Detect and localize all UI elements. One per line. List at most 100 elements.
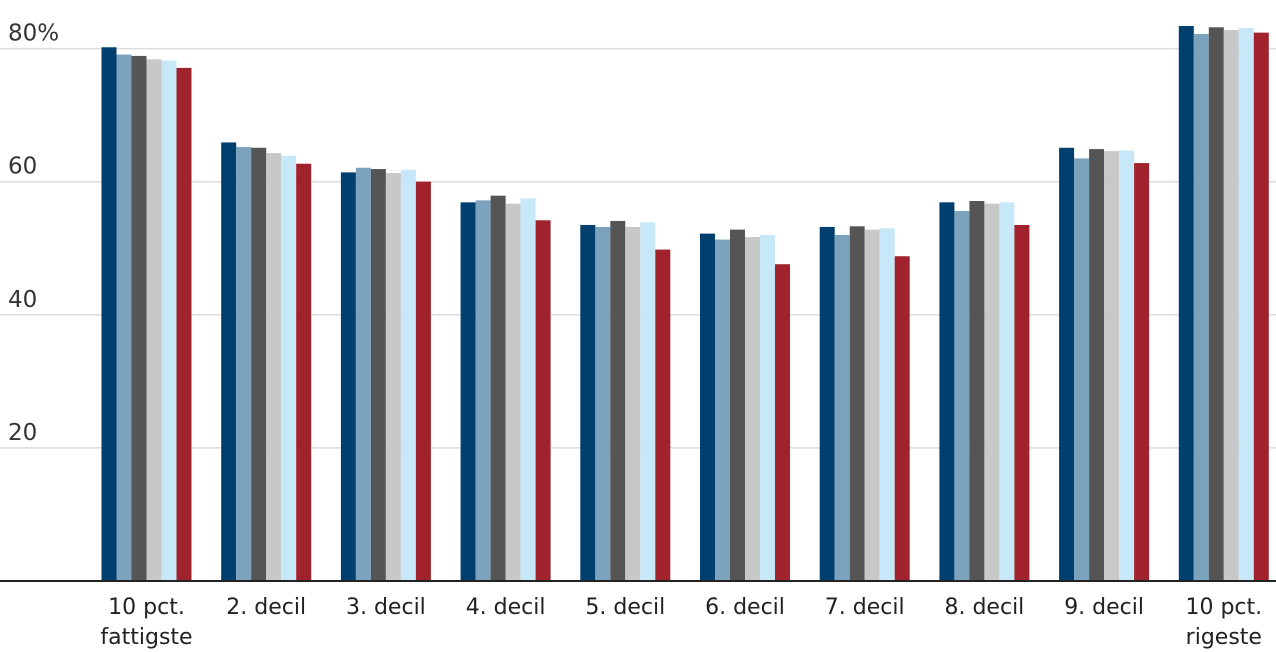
y-tick-label: 20 xyxy=(8,420,37,446)
bar xyxy=(1014,224,1030,581)
x-axis-labels: 10 pct. fattigste 2. decil 3. decil 4. decil… xyxy=(100,595,1262,650)
bar xyxy=(176,67,192,582)
bar xyxy=(1119,150,1135,581)
x-tick-label-line: 5. decil xyxy=(585,595,665,620)
x-tick-label-line: 4. decil xyxy=(466,595,546,620)
x-tick-label: 7. decil xyxy=(825,595,905,620)
bar xyxy=(535,220,551,581)
bar xyxy=(1059,147,1075,581)
bar-group xyxy=(1059,147,1150,582)
bar xyxy=(1193,33,1209,582)
bar xyxy=(760,234,775,581)
bar xyxy=(1238,27,1254,582)
x-tick-label: 9. decil xyxy=(1064,595,1144,620)
bar xyxy=(161,60,177,582)
bar xyxy=(460,202,476,581)
y-tick-label: 40 xyxy=(8,287,37,313)
bar xyxy=(520,198,536,581)
bar xyxy=(879,228,895,581)
bar xyxy=(355,167,371,582)
y-axis-ticks: 20 40 60 80% xyxy=(8,21,59,446)
bar xyxy=(1178,25,1194,581)
bar-group xyxy=(1178,25,1269,582)
bar-group xyxy=(221,142,312,582)
bar xyxy=(490,195,506,581)
x-tick-label-line: 10 pct. xyxy=(108,595,185,620)
bar-group xyxy=(460,195,551,582)
bar xyxy=(505,203,521,581)
bar xyxy=(370,169,386,582)
y-tick-label: 60 xyxy=(8,154,37,180)
bar xyxy=(236,147,252,581)
bar xyxy=(730,229,745,581)
x-tick-label-line: 9. decil xyxy=(1064,595,1144,620)
bar xyxy=(819,226,835,582)
bar xyxy=(146,59,162,582)
bar xyxy=(296,163,312,581)
y-tick-label: 80% xyxy=(8,21,59,47)
bars xyxy=(101,25,1269,582)
x-tick-label: 8. decil xyxy=(944,595,1024,620)
bar xyxy=(221,142,237,582)
bar xyxy=(610,220,626,582)
bar xyxy=(1208,27,1224,581)
bar xyxy=(1104,151,1120,581)
bar-group xyxy=(700,229,790,581)
x-tick-label-line: fattigste xyxy=(100,625,192,650)
x-tick-label-line: 6. decil xyxy=(705,595,785,620)
bar-group xyxy=(340,167,431,582)
x-tick-label: 5. decil xyxy=(585,595,665,620)
bar xyxy=(475,200,491,582)
bar xyxy=(580,224,596,581)
bar xyxy=(400,169,416,581)
bar xyxy=(939,202,955,581)
x-tick-label-line: 7. decil xyxy=(825,595,905,620)
x-tick-label: 4. decil xyxy=(466,595,546,620)
bar xyxy=(415,181,431,581)
bar xyxy=(655,249,671,581)
bar xyxy=(775,264,790,581)
bar xyxy=(849,226,865,581)
bar xyxy=(1253,32,1269,582)
x-tick-label: 3. decil xyxy=(346,595,426,620)
bar xyxy=(1223,29,1239,581)
bar xyxy=(700,233,715,581)
bar xyxy=(340,172,356,581)
bar-group xyxy=(580,220,671,582)
bar xyxy=(266,153,282,581)
x-tick-label-line: 3. decil xyxy=(346,595,426,620)
x-tick-label: 6. decil xyxy=(705,595,785,620)
bar xyxy=(864,229,880,581)
bar xyxy=(251,147,267,581)
x-tick-label-line: 8. decil xyxy=(944,595,1024,620)
bar xyxy=(999,202,1015,581)
bar xyxy=(640,222,656,581)
x-tick-label: 10 pct. rigeste xyxy=(1185,595,1262,650)
bar xyxy=(834,234,850,581)
bar xyxy=(625,226,641,582)
bar xyxy=(1089,149,1105,581)
bar-group xyxy=(819,226,910,582)
bar xyxy=(984,203,1000,581)
bar xyxy=(894,256,910,581)
bar xyxy=(116,54,132,582)
bar xyxy=(969,200,985,581)
bar xyxy=(131,55,147,581)
bar xyxy=(101,47,117,582)
x-tick-label-line: rigeste xyxy=(1186,625,1262,650)
x-tick-label-line: 2. decil xyxy=(226,595,306,620)
bar xyxy=(1074,158,1090,581)
bar-group xyxy=(939,200,1030,581)
bar xyxy=(281,155,297,582)
bar xyxy=(954,210,970,581)
bar-group xyxy=(101,47,192,582)
bar xyxy=(595,226,611,582)
x-tick-label-line: 10 pct. xyxy=(1185,595,1262,620)
bar xyxy=(385,173,401,581)
bar xyxy=(715,239,730,581)
x-tick-label: 2. decil xyxy=(226,595,306,620)
bar xyxy=(745,236,760,581)
bar xyxy=(1134,163,1150,582)
x-tick-label: 10 pct. fattigste xyxy=(100,595,192,650)
